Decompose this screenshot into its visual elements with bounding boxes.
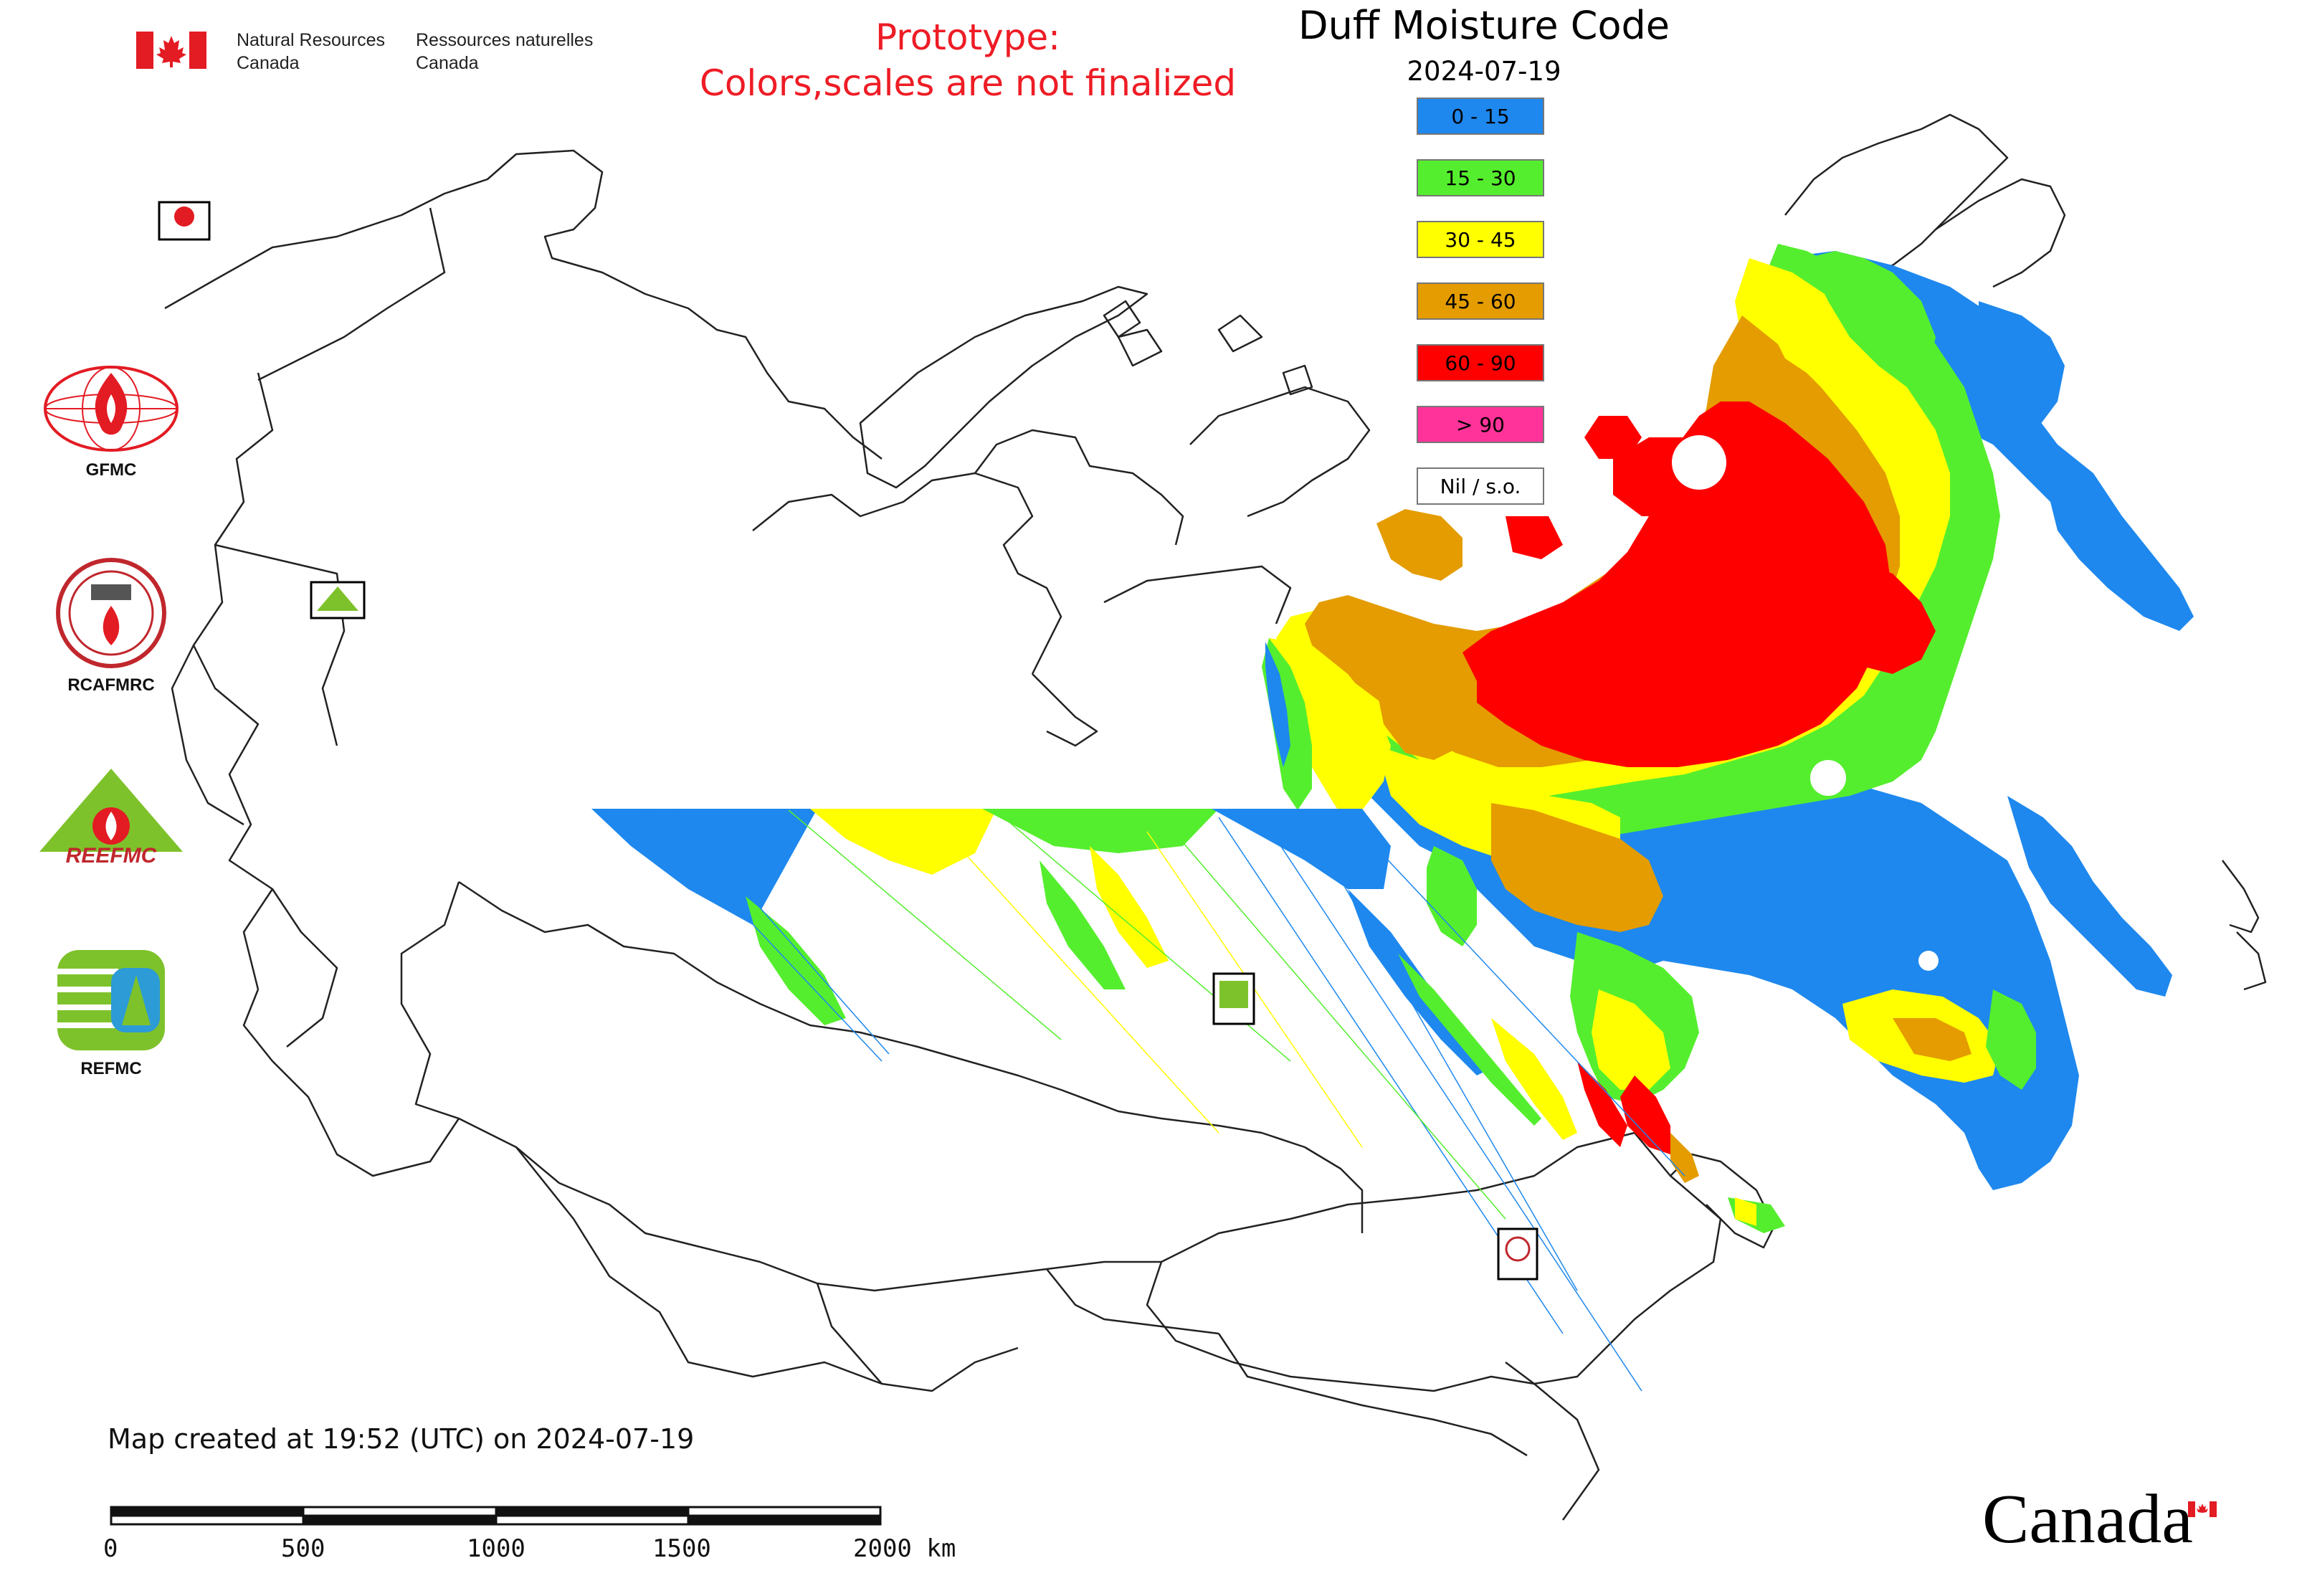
legend-item-label: 60 - 90 xyxy=(1445,351,1516,375)
scale-label-1500: 1500 xyxy=(652,1534,711,1563)
dmc-raster xyxy=(1262,244,2194,1190)
refmc-logo-icon xyxy=(57,950,165,1050)
scale-label-2000: 2000 km xyxy=(853,1534,956,1563)
legend-item-label: 45 - 60 xyxy=(1445,289,1516,313)
legend-item-label: 0 - 15 xyxy=(1451,104,1510,128)
country-boundaries xyxy=(164,113,2267,1521)
legend-item: 60 - 90 xyxy=(1417,344,1544,381)
scale-bar xyxy=(110,1506,882,1526)
gfmc-label: GFMC xyxy=(85,460,137,480)
reefmc-logo-icon xyxy=(36,769,186,866)
rcafmrc-label: RCAFMRC xyxy=(67,675,155,695)
legend-item: 45 - 60 xyxy=(1417,282,1544,320)
dmc-streaks xyxy=(591,809,1785,1392)
canada-flag-icon xyxy=(136,32,206,69)
agency-name-fr: Ressources naturelles Canada xyxy=(416,30,594,73)
scale-label-500: 500 xyxy=(281,1534,325,1563)
reefmc-logo: REEFMC xyxy=(36,767,186,868)
reefmc-label: REEFMC xyxy=(65,844,157,868)
canada-wordmark-flag-icon xyxy=(2188,1501,2217,1517)
prototype-line1: Prototype: xyxy=(875,16,1061,58)
gfmc-logo-icon xyxy=(44,366,179,452)
legend-item: 15 - 30 xyxy=(1417,159,1544,196)
scale-label-0: 0 xyxy=(103,1534,118,1563)
legend-item-label: Nil / s.o. xyxy=(1440,474,1521,498)
map-partner-markers xyxy=(158,201,1538,1281)
legend-item: > 90 xyxy=(1417,406,1544,443)
map-created-note: Map created at 19:52 (UTC) on 2024-07-19 xyxy=(108,1423,695,1455)
rcafmrc-logo: RCAFMRC xyxy=(36,556,186,695)
prototype-notice: Prototype: Colors,scales are not finaliz… xyxy=(645,14,1290,106)
legend-date: 2024-07-19 xyxy=(1407,56,1561,87)
scale-label-1000: 1000 xyxy=(467,1534,525,1563)
gfmc-logo: GFMC xyxy=(36,362,186,480)
legend-item: Nil / s.o. xyxy=(1417,467,1544,505)
legend-item-label: > 90 xyxy=(1456,412,1505,437)
legend-item-label: 15 - 30 xyxy=(1445,166,1516,190)
legend-title: Duff Moisture Code xyxy=(1298,3,1670,48)
rcafmrc-logo-icon xyxy=(56,558,166,668)
prototype-line2: Colors,scales are not finalized xyxy=(699,62,1237,104)
legend-item-label: 30 - 45 xyxy=(1445,227,1516,252)
legend-item: 30 - 45 xyxy=(1417,221,1544,258)
canada-wordmark: Canada xyxy=(1982,1481,2193,1558)
nrcan-signature: Natural Resources Canada Ressources natu… xyxy=(136,29,609,79)
refmc-logo: REFMC xyxy=(36,946,186,1079)
agency-name-en: Natural Resources Canada xyxy=(237,30,386,73)
legend-item: 0 - 15 xyxy=(1417,98,1544,135)
refmc-label: REFMC xyxy=(80,1059,142,1078)
